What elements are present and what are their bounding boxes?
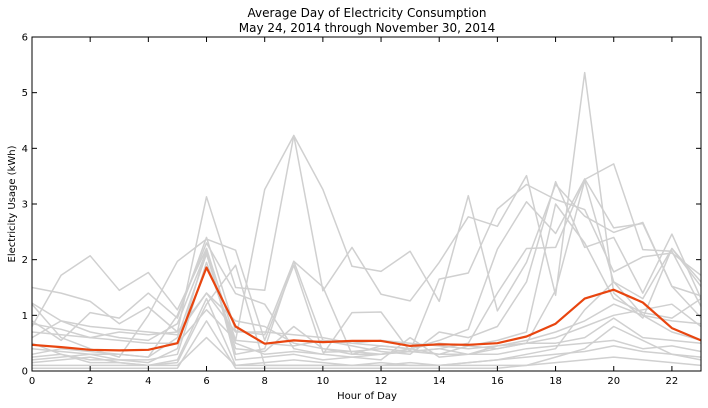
x-axis-label: Hour of Day [337,391,397,402]
y-tick-label: 1 [22,311,28,322]
x-tick-label: 14 [433,376,446,387]
x-tick-label: 16 [491,376,504,387]
x-tick-label: 2 [87,376,93,387]
plot-frame [31,36,702,372]
chart-title: Average Day of Electricity Consumption [248,6,487,20]
x-tick-label: 6 [203,376,209,387]
average-series-line [31,266,702,352]
x-tick-label: 4 [145,376,151,387]
daily-series-line [31,292,702,350]
y-tick-label: 3 [22,200,28,211]
y-tick-label: 5 [22,88,28,99]
y-tick-label: 6 [22,33,28,44]
x-tick-label: 10 [317,376,330,387]
daily-series-line [31,178,702,356]
daily-series-line [32,320,702,369]
daily-series-line [31,292,702,356]
y-axis-label: Electricity Usage (kWh) [7,145,18,262]
x-tick-label: 0 [29,376,35,387]
chart-subtitle: May 24, 2014 through November 30, 2014 [239,21,496,35]
daily-series-line [31,179,702,364]
x-tick-label: 18 [549,376,562,387]
daily-series-line [31,261,702,361]
y-tick-label: 2 [22,255,28,266]
y-tick-label: 4 [22,144,28,155]
x-tick-label: 22 [666,376,679,387]
y-tick-label: 0 [22,367,28,378]
daily-series-line [31,325,702,367]
daily-series-line [31,180,702,356]
plot-area [31,71,702,369]
x-tick-label: 8 [262,376,268,387]
x-tick-label: 20 [607,376,620,387]
daily-series-line [31,203,702,358]
x-tick-label: 12 [375,376,388,387]
daily-series-line [31,71,702,342]
